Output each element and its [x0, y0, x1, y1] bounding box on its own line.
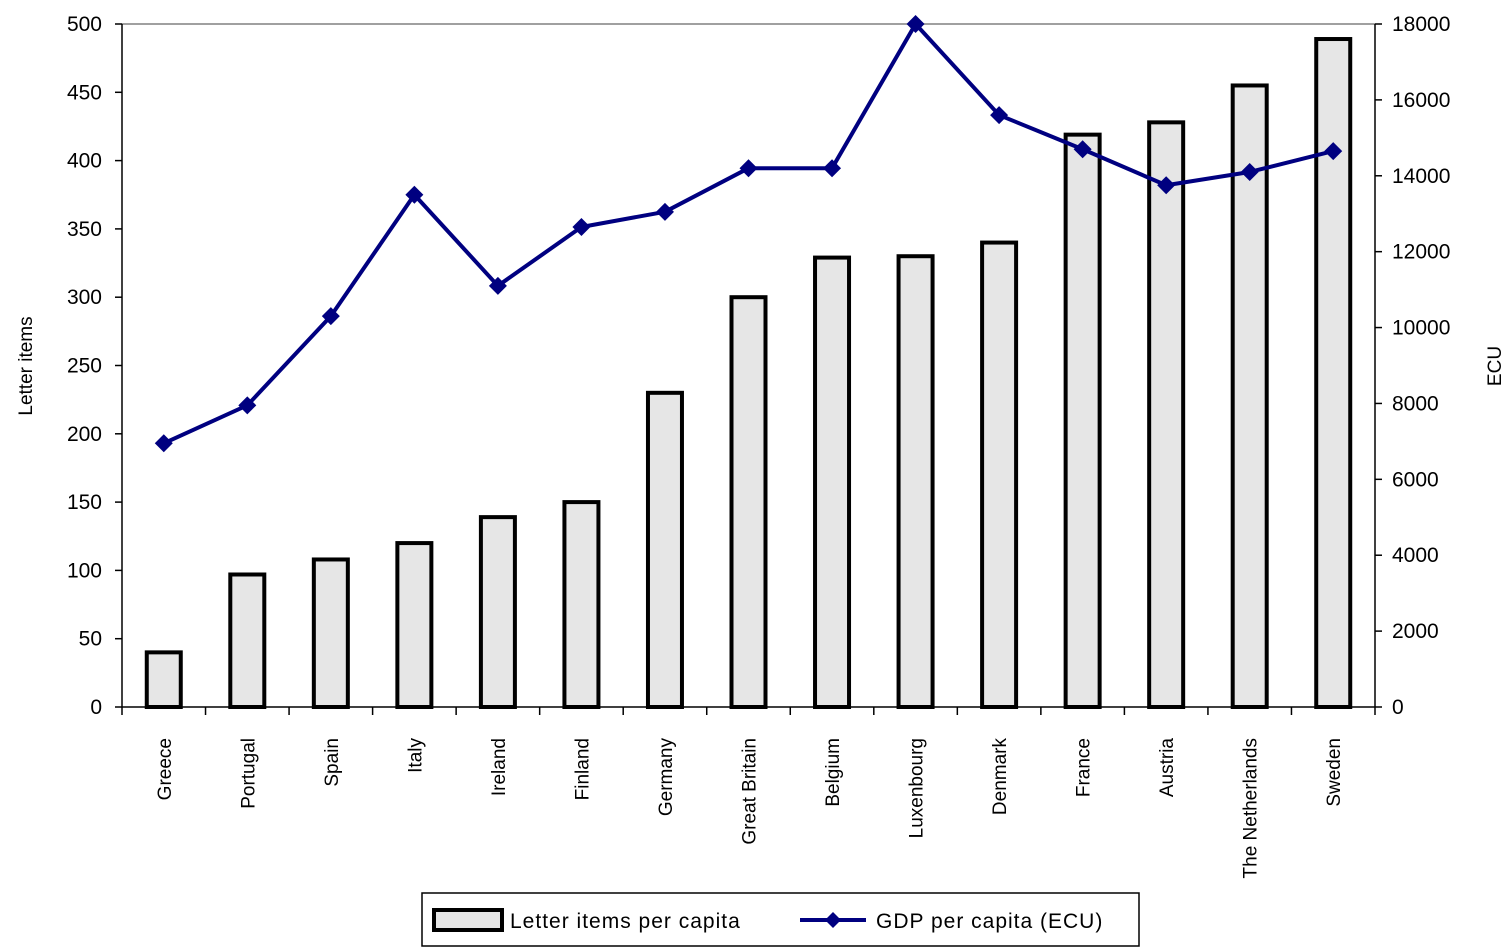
right-tick-label: 0 [1392, 696, 1404, 719]
data-point [655, 202, 674, 221]
right-tick-label: 12000 [1392, 241, 1450, 264]
legend: Letter items per capita GDP per capita (… [421, 892, 1140, 947]
category-label: Ireland [489, 738, 510, 796]
category-label: Great Britain [740, 738, 761, 845]
data-point [823, 159, 842, 178]
left-tick-label: 350 [67, 218, 102, 241]
data-point [906, 15, 925, 33]
left-tick-label: 400 [67, 150, 102, 173]
category-label: France [1074, 738, 1095, 797]
right-tick-label: 8000 [1392, 392, 1439, 415]
legend-line-marker [825, 912, 841, 928]
data-point [321, 307, 340, 326]
bar [478, 515, 517, 709]
data-point [154, 434, 173, 453]
bar [1314, 37, 1353, 709]
category-label: Italy [405, 738, 426, 773]
legend-bar-label: Letter items per capita [510, 910, 741, 933]
category-label: The Netherlands [1241, 738, 1262, 878]
category-label: Sweden [1324, 738, 1345, 807]
data-point [990, 106, 1009, 125]
bar [645, 390, 684, 709]
data-point [405, 185, 424, 204]
right-tick-label: 16000 [1392, 89, 1450, 112]
bar-series [144, 37, 1353, 710]
data-point [238, 396, 257, 415]
data-point [1157, 176, 1176, 195]
bar [311, 557, 350, 709]
bar [144, 650, 183, 709]
category-label: Portugal [238, 738, 259, 809]
right-axis-title: ECU [1485, 346, 1506, 386]
bar [896, 254, 935, 709]
data-point [1240, 162, 1259, 181]
right-tick-label: 10000 [1392, 317, 1450, 340]
left-tick-label: 0 [90, 696, 102, 719]
bar [1147, 120, 1186, 710]
data-point [1073, 140, 1092, 159]
legend-line-label: GDP per capita (ECU) [876, 910, 1103, 933]
data-point [572, 218, 591, 237]
legend-frame [421, 892, 1140, 947]
left-axis-title: Letter items [16, 316, 37, 415]
right-tick-label: 6000 [1392, 468, 1439, 491]
category-label: Spain [322, 738, 343, 787]
left-axis: 0 50 100 150 200 250 300 350 400 450 500 [67, 13, 122, 719]
bar [813, 255, 852, 709]
data-point [488, 276, 507, 295]
right-tick-label: 18000 [1392, 13, 1450, 36]
line-series [154, 15, 1343, 453]
bar [228, 572, 267, 709]
category-label: Austria [1157, 738, 1178, 798]
left-tick-label: 150 [67, 491, 102, 514]
left-tick-label: 450 [67, 81, 102, 104]
bar [729, 295, 768, 709]
left-tick-label: 50 [79, 628, 102, 651]
right-tick-label: 4000 [1392, 544, 1439, 567]
right-tick-label: 14000 [1392, 165, 1450, 188]
category-label: Belgium [823, 738, 844, 807]
category-label: Denmark [990, 738, 1011, 816]
legend-bar-swatch [432, 908, 504, 932]
bar [395, 541, 434, 710]
category-label: Germany [656, 738, 677, 817]
left-tick-label: 100 [67, 559, 102, 582]
bar [980, 240, 1019, 709]
category-label: Luxenbourg [907, 738, 928, 838]
data-point [739, 159, 758, 178]
category-label: Greece [155, 738, 176, 800]
bar [1063, 132, 1102, 709]
left-tick-label: 300 [67, 286, 102, 309]
right-tick-label: 2000 [1392, 620, 1439, 643]
bar [562, 500, 601, 709]
category-label: Finland [572, 738, 593, 800]
left-tick-label: 500 [67, 13, 102, 36]
x-axis: Greece Portugal Spain Italy Ireland Finland Ge… [121, 707, 1376, 878]
left-tick-label: 200 [67, 423, 102, 446]
right-axis: 0 2000 4000 6000 8000 10000 12000 14000 16000 180… [1375, 13, 1450, 719]
left-tick-label: 250 [67, 355, 102, 378]
data-point [1324, 142, 1343, 161]
